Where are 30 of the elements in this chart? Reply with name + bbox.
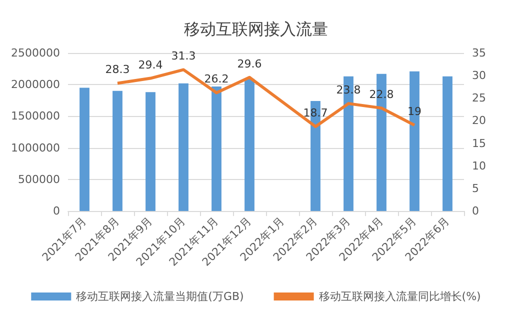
- y2-tick-label: 20: [472, 114, 486, 128]
- bar: [178, 83, 188, 211]
- bar: [146, 92, 156, 211]
- y2-tick-label: 5: [472, 182, 479, 195]
- bar: [80, 88, 90, 211]
- data-label: 26.2: [204, 72, 229, 86]
- y-tick-label: 0: [53, 204, 60, 218]
- data-label: 29.6: [237, 57, 262, 70]
- bar: [410, 71, 420, 211]
- y2-tick-label: 25: [472, 92, 486, 105]
- y-tick-label: 500000: [18, 172, 60, 186]
- y-tick-label: 2500000: [11, 46, 60, 60]
- y-tick-label: 1000000: [11, 141, 60, 154]
- bar: [442, 76, 452, 211]
- data-label: 28.3: [105, 63, 130, 76]
- y2-tick-label: 15: [472, 136, 486, 150]
- chart-title: 移动互联网接入流量: [184, 20, 328, 38]
- legend-label: 移动互联网接入流量同比增长(%): [318, 290, 481, 303]
- y2-tick-label: 35: [472, 46, 486, 60]
- data-label: 31.3: [171, 50, 196, 63]
- data-label: 29.4: [138, 58, 163, 72]
- bar: [212, 86, 222, 211]
- y2-tick-label: 0: [472, 204, 479, 218]
- y2-tick-label: 30: [472, 69, 486, 82]
- y2-tick-label: 10: [472, 159, 486, 172]
- legend-label: 移动互联网接入流量当期值(万GB): [76, 290, 244, 303]
- bar: [244, 78, 254, 211]
- y-tick-label: 2000000: [11, 78, 60, 92]
- y-tick-label: 1500000: [11, 110, 60, 123]
- bar: [112, 90, 122, 211]
